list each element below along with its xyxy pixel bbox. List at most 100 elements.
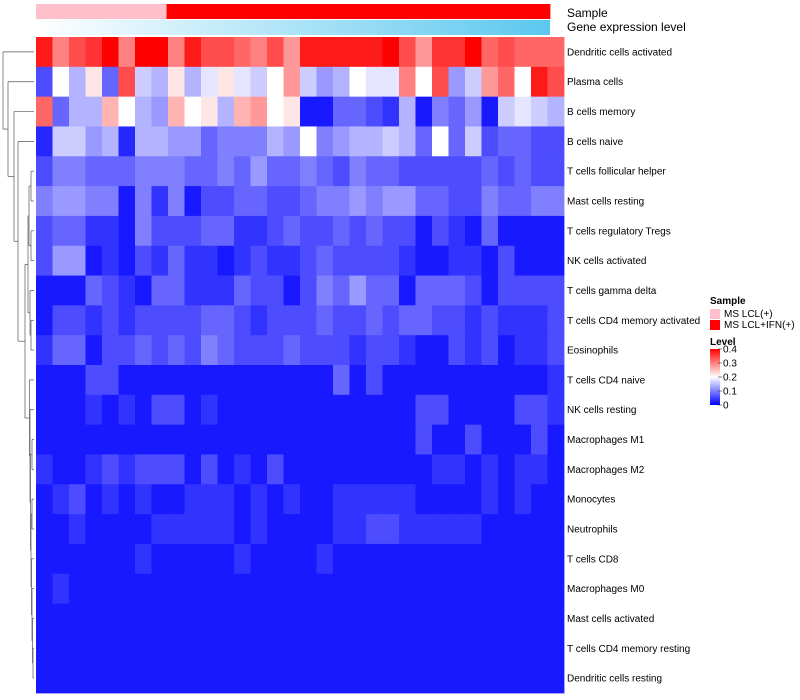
heatmap-cell bbox=[448, 156, 466, 187]
heatmap-cell bbox=[52, 186, 70, 217]
heatmap-cell bbox=[217, 126, 235, 157]
heatmap-cell bbox=[498, 484, 515, 515]
row-label: Eosinophils bbox=[567, 346, 618, 357]
row-labels: Dendritic cells activated Plasma cells B c… bbox=[567, 47, 700, 684]
heatmap-cell bbox=[415, 484, 433, 515]
heatmap-cell bbox=[531, 96, 548, 127]
heatmap-cell bbox=[102, 215, 119, 247]
heatmap-cell bbox=[349, 156, 367, 187]
heatmap-cell bbox=[267, 186, 284, 217]
heatmap-cell bbox=[36, 484, 53, 515]
heatmap-cell bbox=[531, 603, 548, 634]
heatmap-cell bbox=[201, 394, 218, 426]
heatmap-cell bbox=[135, 126, 152, 157]
heatmap-cell bbox=[151, 126, 169, 157]
heatmap-cell bbox=[36, 454, 53, 485]
heatmap-cell bbox=[184, 454, 202, 485]
heatmap-cell bbox=[36, 66, 53, 98]
heatmap-cell bbox=[415, 394, 433, 426]
heatmap-cell bbox=[366, 454, 383, 485]
heatmap-cell bbox=[547, 305, 565, 336]
heatmap-cell bbox=[201, 37, 218, 68]
heatmap-cell bbox=[69, 633, 86, 664]
heatmap-cell bbox=[366, 514, 383, 545]
heatmap-cell bbox=[481, 514, 499, 545]
heatmap-cell bbox=[432, 573, 449, 604]
heatmap-cell bbox=[267, 275, 284, 306]
heatmap-cell bbox=[36, 335, 53, 366]
heatmap-cell bbox=[267, 543, 284, 575]
heatmap-cell bbox=[465, 186, 482, 217]
heatmap-cell bbox=[300, 126, 317, 157]
heatmap-cell bbox=[514, 514, 532, 545]
heatmap-cell bbox=[283, 424, 301, 455]
heatmap-cell bbox=[135, 335, 152, 366]
heatmap-cell bbox=[481, 424, 499, 455]
heatmap-cell bbox=[52, 663, 70, 694]
heatmap-cell bbox=[217, 573, 235, 604]
heatmap-cell bbox=[234, 514, 251, 545]
heatmap-cell bbox=[283, 275, 301, 306]
heatmap-cell bbox=[498, 335, 515, 366]
heatmap-cell bbox=[382, 603, 400, 634]
heatmap-cell bbox=[85, 424, 103, 455]
heatmap-cell bbox=[531, 37, 548, 68]
heatmap-cell bbox=[514, 37, 532, 68]
heatmap-cell bbox=[250, 186, 268, 217]
heatmap-cell bbox=[201, 573, 218, 604]
heatmap-cell bbox=[69, 156, 86, 187]
heatmap-cell bbox=[102, 543, 119, 575]
heatmap-cell bbox=[151, 215, 169, 247]
heatmap-cell bbox=[69, 394, 86, 426]
heatmap-cell bbox=[168, 96, 185, 127]
heatmap-cell bbox=[217, 215, 235, 247]
heatmap-cell bbox=[168, 454, 185, 485]
sample-annotation-cell bbox=[68, 4, 78, 19]
level-tick-label: 0.4 bbox=[723, 345, 737, 356]
heatmap-cell bbox=[465, 454, 482, 485]
heatmap-cell bbox=[184, 514, 202, 545]
heatmap-cell bbox=[333, 454, 350, 485]
heatmap-cell bbox=[217, 454, 235, 485]
heatmap-cell bbox=[36, 215, 53, 247]
heatmap-cell bbox=[201, 365, 218, 396]
heatmap-cell bbox=[333, 66, 350, 98]
heatmap-cell bbox=[547, 245, 565, 276]
heatmap-cell bbox=[217, 603, 235, 634]
sample-annotation-cell bbox=[541, 4, 551, 19]
heatmap-cell bbox=[184, 96, 202, 127]
heatmap-cell bbox=[135, 603, 152, 634]
heatmap-cell bbox=[283, 156, 301, 187]
heatmap-cell bbox=[135, 633, 152, 664]
heatmap-cell bbox=[85, 543, 103, 575]
level-tick-label: 0.1 bbox=[723, 387, 737, 398]
heatmap-cell bbox=[283, 335, 301, 366]
heatmap-cell bbox=[69, 215, 86, 247]
heatmap-cell bbox=[250, 573, 268, 604]
heatmap-cell bbox=[465, 543, 482, 575]
heatmap-cell bbox=[283, 484, 301, 515]
heatmap-cell bbox=[283, 215, 301, 247]
heatmap-cell bbox=[514, 394, 532, 426]
heatmap-cell bbox=[432, 275, 449, 306]
heatmap-cell bbox=[366, 215, 383, 247]
heatmap-cell bbox=[69, 305, 86, 336]
heatmap-cell bbox=[52, 424, 70, 455]
heatmap-cell bbox=[415, 215, 433, 247]
heatmap-cell bbox=[217, 275, 235, 306]
sample-annotation-cell bbox=[476, 4, 486, 19]
heatmap-cell bbox=[399, 245, 416, 276]
sample-annotation-cell bbox=[199, 4, 208, 19]
sample-annotation-cell bbox=[378, 4, 388, 19]
sample-annotation-cell bbox=[484, 4, 494, 19]
heatmap-cell bbox=[201, 514, 218, 545]
heatmap-cell bbox=[118, 96, 136, 127]
heatmap-cell bbox=[135, 275, 152, 306]
sample-annotation-cell bbox=[305, 4, 314, 19]
heatmap-cell bbox=[168, 156, 185, 187]
heatmap-cell bbox=[514, 66, 532, 98]
heatmap-cell bbox=[300, 96, 317, 127]
heatmap-cell bbox=[267, 365, 284, 396]
sample-annotation-cell bbox=[321, 4, 331, 19]
heatmap-cell bbox=[300, 365, 317, 396]
